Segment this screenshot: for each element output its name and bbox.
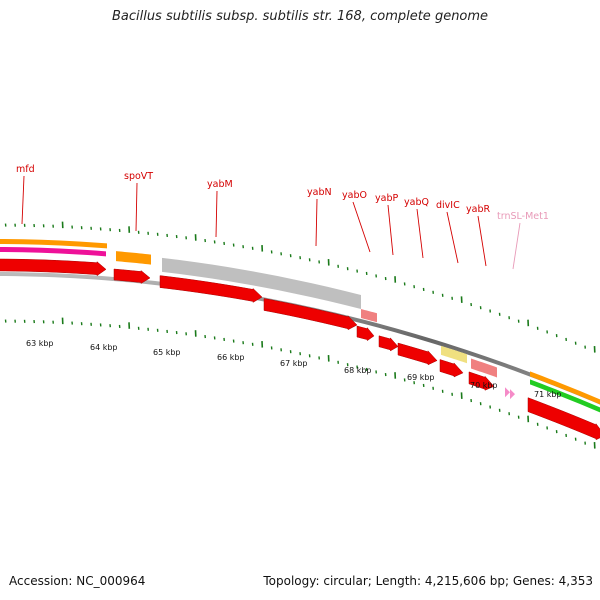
- trna-label-trnSL-Met1[interactable]: trnSL-Met1: [497, 211, 549, 222]
- leader-line: [416, 208, 424, 259]
- gene-label-spoVT[interactable]: spoVT: [124, 171, 153, 182]
- kbp-label-71: 71 kbp: [534, 390, 562, 399]
- gene-arrow-yabQ[interactable]: [397, 342, 438, 366]
- label-leaders: [21, 175, 521, 270]
- track-pink-yabR[interactable]: [471, 358, 497, 378]
- track-orange-mfd[interactable]: [0, 239, 107, 249]
- kbp-label-69: 69 kbp: [407, 373, 435, 382]
- kbp-label-68: 68 kbp: [344, 366, 372, 375]
- gene-arrow-spoVT[interactable]: [113, 268, 151, 284]
- kbp-label-64: 64 kbp: [90, 343, 118, 352]
- gene-arrow-mfd[interactable]: [0, 258, 107, 277]
- track-orange-right[interactable]: [530, 371, 600, 406]
- track-yellow-divIC[interactable]: [441, 345, 467, 364]
- gene-label-mfd[interactable]: mfd: [16, 164, 35, 175]
- leader-line: [387, 204, 394, 256]
- gene-label-divIC[interactable]: divIC: [436, 200, 460, 211]
- accession-text: Accession: NC_000964: [9, 574, 146, 588]
- kbp-label-66: 66 kbp: [217, 353, 245, 362]
- kbp-label-70: 70 kbp: [470, 381, 498, 390]
- leader-line: [477, 215, 487, 267]
- leader-line: [352, 201, 371, 253]
- gene-arrow-yabO[interactable]: [356, 325, 375, 342]
- leader-line-trna: [512, 222, 521, 270]
- track-pink-yabO[interactable]: [361, 309, 377, 323]
- gene-label-yabO[interactable]: yabO: [342, 190, 367, 201]
- track-gray-yabM[interactable]: [162, 257, 361, 310]
- leader-line: [21, 175, 25, 225]
- leader-line: [215, 190, 218, 238]
- genome-summary-text: Topology: circular; Length: 4,215,606 bp…: [263, 574, 593, 588]
- gene-label-yabP[interactable]: yabP: [375, 193, 398, 204]
- leader-line: [315, 198, 318, 247]
- feature-tracks: [0, 239, 600, 441]
- track-green-right[interactable]: [530, 379, 600, 414]
- gene-arrow-yabP[interactable]: [378, 335, 399, 352]
- gene-arrow-yabR[interactable]: [468, 371, 495, 391]
- gene-arrow-divIC[interactable]: [439, 359, 464, 378]
- gene-arrow-right[interactable]: [527, 397, 600, 441]
- trna-chevron-1[interactable]: [505, 387, 510, 398]
- gene-label-yabM[interactable]: yabM: [207, 179, 233, 190]
- track-orange-spoVT[interactable]: [116, 251, 151, 265]
- tick-ring-upper: [4, 221, 596, 353]
- gene-label-yabN[interactable]: yabN: [307, 187, 332, 198]
- leader-line: [135, 182, 138, 232]
- leader-line: [446, 211, 459, 264]
- map-title: Bacillus subtilis subsp. subtilis str. 1…: [111, 9, 489, 24]
- gene-arrow-yabN[interactable]: [263, 298, 358, 331]
- tick-ring-lower: [4, 317, 596, 449]
- gene-label-yabR[interactable]: yabR: [466, 204, 490, 215]
- kbp-label-63: 63 kbp: [26, 339, 54, 348]
- gene-label-yabQ[interactable]: yabQ: [404, 197, 429, 208]
- track-magenta-mfd[interactable]: [0, 247, 106, 257]
- gene-arrow-yabM[interactable]: [159, 275, 263, 303]
- kbp-label-65: 65 kbp: [153, 348, 181, 357]
- kbp-label-67: 67 kbp: [280, 359, 308, 368]
- trna-chevron-2[interactable]: [510, 389, 515, 400]
